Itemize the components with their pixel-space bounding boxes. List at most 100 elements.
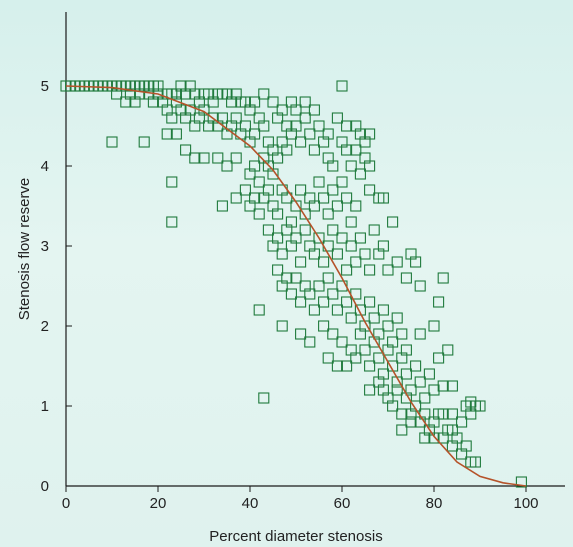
data-point xyxy=(299,112,311,124)
data-point xyxy=(341,144,353,156)
data-point xyxy=(327,328,339,340)
data-point xyxy=(414,328,426,340)
x-tick-label: 60 xyxy=(334,495,351,512)
y-tick-label: 2 xyxy=(41,318,49,335)
data-point xyxy=(382,320,394,332)
data-point xyxy=(304,128,316,140)
data-point xyxy=(152,80,164,92)
data-point xyxy=(336,336,348,348)
data-point xyxy=(331,360,343,372)
data-point xyxy=(428,320,440,332)
data-point xyxy=(267,96,279,108)
data-point xyxy=(313,176,325,188)
data-point xyxy=(336,176,348,188)
data-point xyxy=(465,396,477,408)
data-point xyxy=(382,344,394,356)
data-point xyxy=(354,304,366,316)
data-point xyxy=(313,120,325,132)
data-point xyxy=(161,128,173,140)
data-point xyxy=(446,424,458,436)
data-point xyxy=(308,304,320,316)
data-point xyxy=(304,288,316,300)
data-point xyxy=(318,192,330,204)
data-point xyxy=(437,380,449,392)
data-point xyxy=(345,240,357,252)
data-point xyxy=(318,296,330,308)
data-point xyxy=(124,88,136,100)
data-point xyxy=(446,380,458,392)
data-point xyxy=(336,80,348,92)
data-point xyxy=(216,112,228,124)
data-point xyxy=(290,272,302,284)
data-point xyxy=(322,352,334,364)
data-point xyxy=(327,224,339,236)
data-point xyxy=(391,312,403,324)
data-point xyxy=(428,432,440,444)
data-point xyxy=(281,272,293,284)
data-point xyxy=(258,88,270,100)
data-point xyxy=(442,344,454,356)
data-point xyxy=(391,384,403,396)
data-point xyxy=(387,400,399,412)
data-point xyxy=(239,184,251,196)
data-point xyxy=(272,152,284,164)
data-point xyxy=(350,352,362,364)
data-point xyxy=(354,232,366,244)
x-tick-label: 0 xyxy=(62,495,70,512)
data-point xyxy=(341,264,353,276)
data-point xyxy=(166,216,178,228)
data-point xyxy=(414,376,426,388)
data-point xyxy=(419,392,431,404)
data-point xyxy=(272,208,284,220)
data-point xyxy=(364,128,376,140)
data-point xyxy=(377,240,389,252)
data-point xyxy=(341,360,353,372)
data-point xyxy=(295,296,307,308)
data-point xyxy=(253,208,265,220)
data-point xyxy=(345,216,357,228)
data-point xyxy=(308,248,320,260)
data-point xyxy=(331,304,343,316)
data-point xyxy=(322,128,334,140)
data-point xyxy=(299,224,311,236)
data-point xyxy=(331,200,343,212)
data-point xyxy=(295,136,307,148)
data-point xyxy=(354,168,366,180)
x-tick-label: 100 xyxy=(513,495,538,512)
data-point xyxy=(258,392,270,404)
data-point xyxy=(364,384,376,396)
data-point xyxy=(396,352,408,364)
data-point xyxy=(262,224,274,236)
data-point xyxy=(262,184,274,196)
data-point xyxy=(474,400,486,412)
data-point xyxy=(341,296,353,308)
y-tick-label: 0 xyxy=(41,478,49,495)
data-point xyxy=(350,256,362,268)
data-point xyxy=(212,152,224,164)
data-point xyxy=(134,88,146,100)
data-point xyxy=(170,128,182,140)
data-point xyxy=(350,200,362,212)
data-point xyxy=(368,312,380,324)
y-tick-label: 3 xyxy=(41,238,49,255)
y-tick-label: 1 xyxy=(41,398,49,415)
data-point xyxy=(359,152,371,164)
data-point xyxy=(400,272,412,284)
data-point xyxy=(322,208,334,220)
data-point xyxy=(437,272,449,284)
data-point xyxy=(272,232,284,244)
data-point xyxy=(249,160,261,172)
data-point xyxy=(166,176,178,188)
y-axis-title: Stenosis flow reserve xyxy=(16,178,33,321)
data-point xyxy=(285,96,297,108)
data-point xyxy=(249,128,261,140)
data-point xyxy=(345,312,357,324)
data-point xyxy=(364,264,376,276)
data-point xyxy=(460,440,472,452)
data-point xyxy=(354,328,366,340)
data-point xyxy=(138,136,150,148)
data-point xyxy=(230,192,242,204)
data-point xyxy=(428,384,440,396)
data-point xyxy=(327,184,339,196)
